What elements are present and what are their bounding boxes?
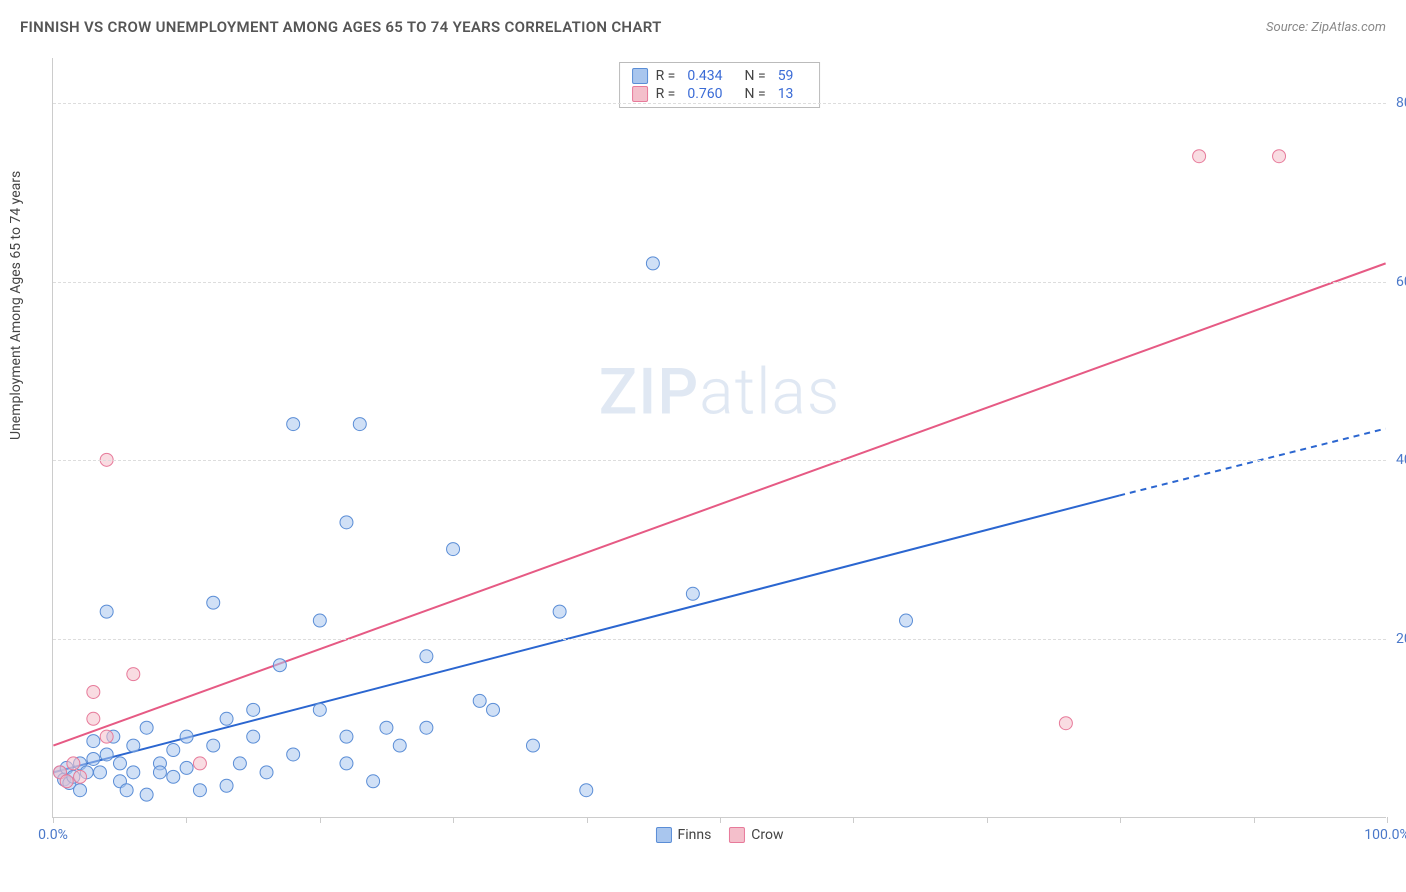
data-point-finns <box>74 784 87 797</box>
data-point-finns <box>127 766 140 779</box>
data-point-crow <box>74 770 87 783</box>
data-point-finns <box>167 770 180 783</box>
data-point-finns <box>153 766 166 779</box>
chart-title: FINNISH VS CROW UNEMPLOYMENT AMONG AGES … <box>20 18 662 36</box>
data-point-crow <box>67 757 80 770</box>
data-point-finns <box>180 761 193 774</box>
x-tick <box>987 817 988 823</box>
data-point-finns <box>393 739 406 752</box>
data-point-finns <box>100 748 113 761</box>
x-tick <box>587 817 588 823</box>
data-point-finns <box>553 605 566 618</box>
x-tick-label: 100.0% <box>1364 827 1406 843</box>
x-tick <box>1120 817 1121 823</box>
legend-item-crow: Crow <box>729 827 783 843</box>
data-point-finns <box>420 721 433 734</box>
data-point-finns <box>473 694 486 707</box>
x-tick <box>453 817 454 823</box>
y-tick-label: 40.0% <box>1396 452 1406 468</box>
data-point-finns <box>207 596 220 609</box>
data-point-crow <box>127 668 140 681</box>
y-tick-label: 20.0% <box>1396 631 1406 647</box>
scatter-svg <box>53 58 1386 817</box>
data-point-finns <box>313 703 326 716</box>
data-point-finns <box>100 605 113 618</box>
data-point-finns <box>900 614 913 627</box>
data-point-finns <box>340 757 353 770</box>
data-point-finns <box>193 784 206 797</box>
data-point-finns <box>113 757 126 770</box>
series-legend: Finns Crow <box>655 827 783 843</box>
y-tick-label: 80.0% <box>1396 95 1406 111</box>
legend-item-finns: Finns <box>655 827 711 843</box>
x-tick-label: 0.0% <box>38 827 68 843</box>
data-point-finns <box>207 739 220 752</box>
data-point-finns <box>340 730 353 743</box>
crow-swatch-icon <box>729 827 745 843</box>
data-point-crow <box>1273 150 1286 163</box>
data-point-finns <box>167 744 180 757</box>
data-point-finns <box>367 775 380 788</box>
data-point-finns <box>180 730 193 743</box>
gridline <box>53 103 1386 104</box>
data-point-finns <box>140 788 153 801</box>
data-point-finns <box>380 721 393 734</box>
data-point-finns <box>526 739 539 752</box>
data-point-finns <box>686 587 699 600</box>
x-tick <box>1254 817 1255 823</box>
y-tick-label: 60.0% <box>1396 274 1406 290</box>
trend-line-dash-finns <box>1119 429 1385 496</box>
data-point-crow <box>100 730 113 743</box>
data-point-finns <box>646 257 659 270</box>
data-point-finns <box>220 779 233 792</box>
data-point-finns <box>120 784 133 797</box>
data-point-finns <box>247 730 260 743</box>
finns-label: Finns <box>677 827 711 843</box>
data-point-finns <box>313 614 326 627</box>
data-point-finns <box>220 712 233 725</box>
gridline <box>53 460 1386 461</box>
data-point-finns <box>140 721 153 734</box>
gridline <box>53 282 1386 283</box>
data-point-finns <box>287 418 300 431</box>
data-point-finns <box>233 757 246 770</box>
x-tick <box>186 817 187 823</box>
source-attribution: Source: ZipAtlas.com <box>1266 20 1386 35</box>
data-point-finns <box>260 766 273 779</box>
data-point-crow <box>60 775 73 788</box>
data-point-crow <box>193 757 206 770</box>
data-point-crow <box>1059 717 1072 730</box>
data-point-finns <box>580 784 593 797</box>
x-tick <box>1387 817 1388 823</box>
x-tick <box>853 817 854 823</box>
data-point-finns <box>287 748 300 761</box>
data-point-finns <box>87 735 100 748</box>
x-tick <box>53 817 54 823</box>
data-point-finns <box>420 650 433 663</box>
data-point-finns <box>487 703 500 716</box>
data-point-finns <box>87 752 100 765</box>
data-point-finns <box>340 516 353 529</box>
gridline <box>53 639 1386 640</box>
data-point-crow <box>87 685 100 698</box>
data-point-finns <box>353 418 366 431</box>
data-point-finns <box>94 766 107 779</box>
data-point-crow <box>87 712 100 725</box>
data-point-crow <box>1193 150 1206 163</box>
data-point-finns <box>273 659 286 672</box>
trend-line-crow <box>53 263 1385 745</box>
finns-swatch-icon <box>655 827 671 843</box>
data-point-finns <box>127 739 140 752</box>
data-point-finns <box>447 543 460 556</box>
trend-line-finns <box>53 496 1119 773</box>
crow-label: Crow <box>751 827 783 843</box>
x-tick <box>320 817 321 823</box>
data-point-finns <box>247 703 260 716</box>
x-tick <box>720 817 721 823</box>
plot-area: ZIPatlas R = 0.434 N = 59 R = 0.760 N = … <box>52 58 1386 818</box>
y-axis-label: Unemployment Among Ages 65 to 74 years <box>8 171 24 440</box>
